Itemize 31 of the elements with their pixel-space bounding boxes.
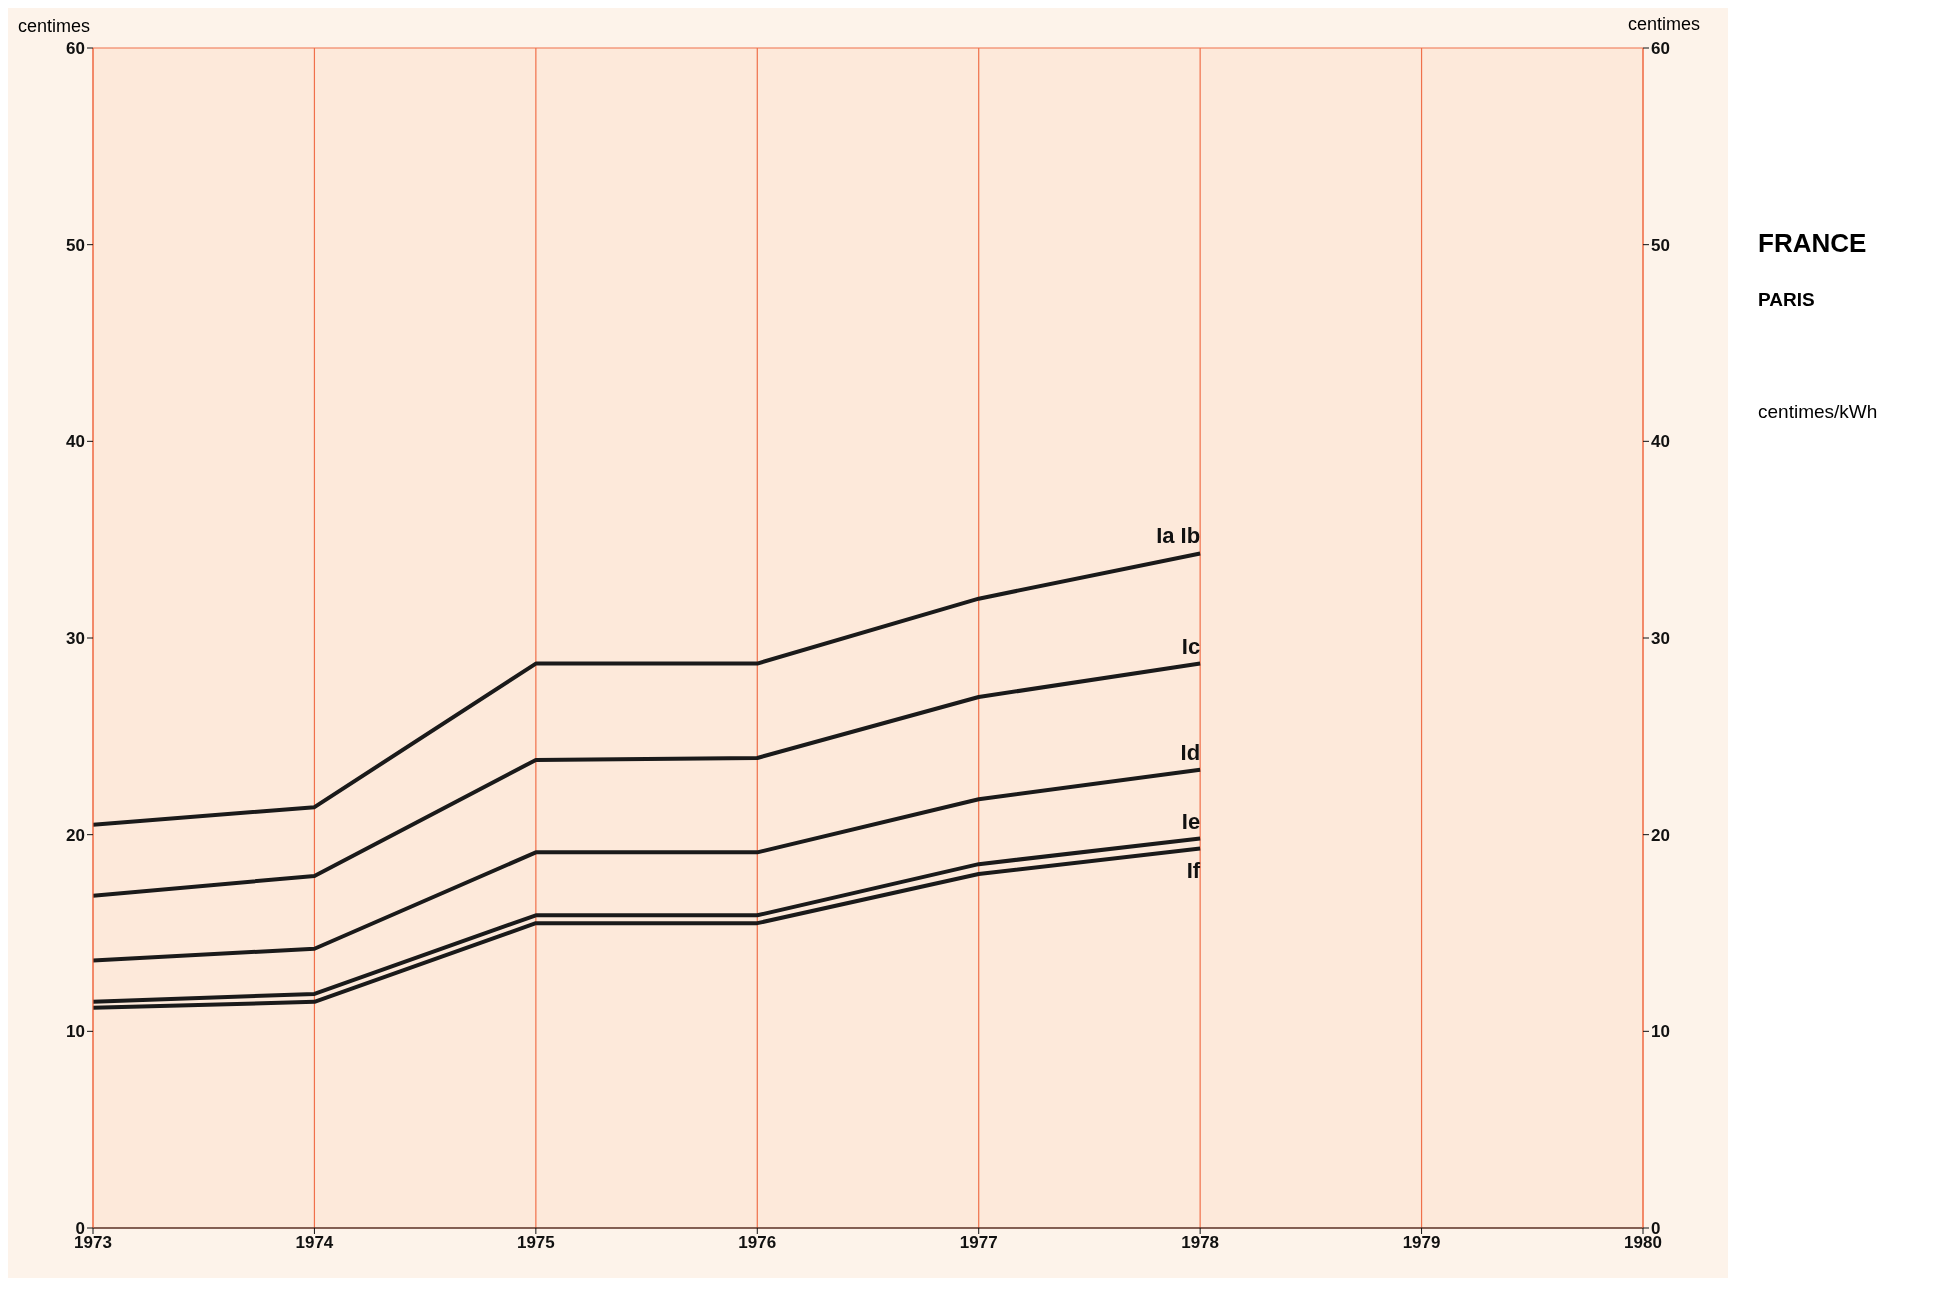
y2-tick-label: 10 — [1651, 1022, 1670, 1042]
series-label: Ie — [1181, 808, 1201, 834]
x-tick-label: 1974 — [295, 1233, 334, 1253]
y-axis-title: centimes — [18, 16, 91, 37]
text: PARIS — [1758, 289, 1816, 311]
y-tick-label: 50 — [66, 235, 85, 255]
x-tick-label: 1979 — [1402, 1233, 1441, 1253]
series-label: Ic — [1181, 633, 1201, 659]
y-tick-label: 10 — [66, 1022, 85, 1042]
y2-tick-label: 20 — [1651, 825, 1670, 845]
line-series — [93, 661, 1203, 898]
series-label: Id — [1180, 739, 1201, 765]
y2-tick-label: 50 — [1651, 235, 1670, 255]
text: FRANCE — [1758, 228, 1868, 259]
series-label: Ia Ib — [1156, 523, 1201, 549]
series-label: If — [1186, 858, 1201, 884]
y2-axis-title: centimes — [1628, 14, 1701, 35]
line-series — [93, 551, 1203, 827]
y2-tick-label: 40 — [1651, 432, 1670, 452]
y2-tick-label: 60 — [1651, 39, 1670, 59]
y-tick-label: 40 — [66, 432, 85, 452]
y2-tick-label: 30 — [1651, 629, 1670, 649]
line-series — [93, 767, 1203, 963]
x-tick-label: 1977 — [959, 1233, 998, 1253]
y-tick-label: 60 — [66, 39, 85, 59]
y-tick-label: 20 — [66, 825, 85, 845]
y-tick-label: 30 — [66, 629, 85, 649]
x-tick-label: 1976 — [738, 1233, 777, 1253]
x-tick-label: 1975 — [516, 1233, 555, 1253]
text: centimes/kWh — [1758, 401, 1878, 423]
x-tick-label: 1978 — [1181, 1233, 1220, 1253]
